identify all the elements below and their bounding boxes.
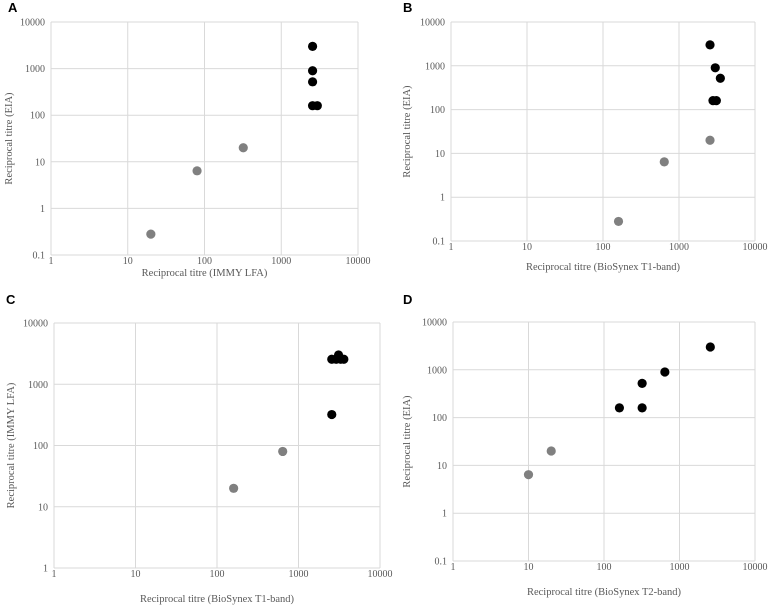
panel-d-black-point — [705, 342, 715, 352]
panel-a-black-point — [307, 77, 318, 87]
panel-d-ytick-label: 100 — [432, 413, 447, 424]
panel-c-xtick-label: 1000 — [289, 569, 309, 580]
panel-a-ytick-label: 10000 — [20, 18, 45, 29]
panel-b-black-point — [715, 73, 725, 83]
panel-b-grey-point — [659, 157, 669, 167]
panel-a-x-axis-label: Reciprocal titre (IMMY LFA) — [142, 268, 268, 279]
panel-c-ytick-label: 10000 — [23, 319, 48, 330]
panel-a-ytick-label: 10 — [35, 157, 45, 168]
panel-c-ytick-label: 100 — [33, 441, 48, 452]
panel-a-grey-point — [192, 166, 202, 176]
panel-d-letter: D — [403, 292, 412, 307]
panel-b-black-point — [710, 63, 720, 73]
panel-b-ytick-label: 10 — [435, 149, 445, 160]
panel-a-black-point — [312, 101, 322, 111]
panel-a-xtick-label: 10 — [123, 256, 133, 267]
panel-d-xtick-label: 10 — [524, 562, 534, 573]
panel-c-grey-point — [229, 483, 239, 493]
panel-d-ytick-label: 1 — [442, 509, 447, 520]
panel-a-ytick-label: 100 — [30, 111, 45, 122]
panel-c: 1 10 100 1000 10000 1 10 100 1000 10000 C Reciproca… — [6, 292, 393, 605]
panel-d-ytick-label: 1000 — [427, 365, 447, 376]
panel-b-xtick-label: 1 — [449, 242, 454, 253]
panel-a-ytick-label: 0.1 — [33, 251, 46, 262]
panel-c-x-axis-label: Reciprocal titre (BioSynex T1-band) — [140, 594, 295, 605]
panel-d-grey-point — [523, 470, 534, 480]
panel-b-ytick-label: 100 — [430, 105, 445, 116]
panel-a-xtick-label: 100 — [197, 256, 212, 267]
panel-d-y-axis-label: Reciprocal titre (EIA) — [402, 395, 413, 488]
panel-a-letter: A — [8, 0, 18, 15]
panel-d-x-axis-label: Reciprocal titre (BioSynex T2-band) — [527, 587, 682, 598]
panel-b-y-axis-label: Reciprocal titre (EIA) — [402, 85, 413, 178]
panel-a-y-axis-label: Reciprocal titre (EIA) — [4, 92, 15, 185]
panel-d-black-point — [660, 367, 670, 377]
panel-d-ytick-label: 10000 — [422, 318, 447, 329]
panel-c-black-point — [327, 409, 337, 420]
panel-b-black-point — [711, 96, 721, 106]
panel-c-ytick-label: 10 — [38, 502, 48, 513]
panel-c-grey-point — [278, 446, 288, 457]
panel-b-xtick-label: 1000 — [669, 242, 689, 253]
panel-d-xtick-label: 1 — [451, 562, 456, 573]
panel-b-ytick-label: 10000 — [420, 18, 445, 29]
panel-a-xtick-label: 1 — [49, 256, 54, 267]
panel-a-black-point — [307, 41, 318, 51]
panel-d-xtick-label: 1000 — [670, 562, 690, 573]
panel-a-ytick-label: 1 — [40, 204, 45, 215]
panel-b-x-axis-label: Reciprocal titre (BioSynex T1-band) — [526, 262, 681, 273]
panel-b-grey-point — [613, 216, 624, 227]
panel-d-grey-point — [546, 446, 556, 456]
panel-c-y-axis-label: Reciprocal titre (IMMY LFA) — [6, 382, 17, 508]
panel-c-xtick-label: 10 — [131, 569, 141, 580]
panel-d-xtick-label: 100 — [597, 562, 612, 573]
panel-d-ytick-label: 0.1 — [435, 557, 448, 568]
panel-b-ytick-label: 0.1 — [433, 237, 446, 248]
panel-b-ytick-label: 1000 — [425, 61, 445, 72]
panel-a-xtick-label: 10000 — [346, 256, 371, 267]
panel-b-xtick-label: 10 — [522, 242, 532, 253]
panel-c-ytick-label: 1 — [43, 564, 48, 575]
panel-c-xtick-label: 10000 — [368, 569, 393, 580]
panel-b-xtick-label: 10000 — [743, 242, 768, 253]
panel-b-letter: B — [403, 0, 412, 15]
panel-c-ytick-label: 1000 — [28, 380, 48, 391]
panel-c-xtick-label: 100 — [210, 569, 225, 580]
panel-c-black-point — [339, 354, 349, 364]
panel-b-grey-point — [705, 135, 715, 145]
panel-c-xtick-label: 1 — [52, 569, 57, 580]
panel-a-grey-point — [238, 143, 248, 153]
panel-b-ytick-label: 1 — [440, 193, 445, 204]
panel-d-black-point — [637, 403, 647, 413]
panel-d-black-point — [614, 403, 625, 413]
panel-d-xtick-label: 10000 — [743, 562, 768, 573]
panel-d-ytick-label: 10 — [437, 461, 447, 472]
panel-b-black-point — [705, 40, 715, 50]
panel-b-xtick-label: 100 — [596, 242, 611, 253]
panel-d-black-point — [637, 378, 647, 388]
panel-a-grey-point — [146, 229, 156, 239]
panel-a-ytick-label: 1000 — [25, 64, 45, 75]
panel-a-xtick-label: 1000 — [271, 256, 291, 267]
panel-c-letter: C — [6, 292, 16, 307]
panel-a-black-point — [307, 66, 318, 76]
